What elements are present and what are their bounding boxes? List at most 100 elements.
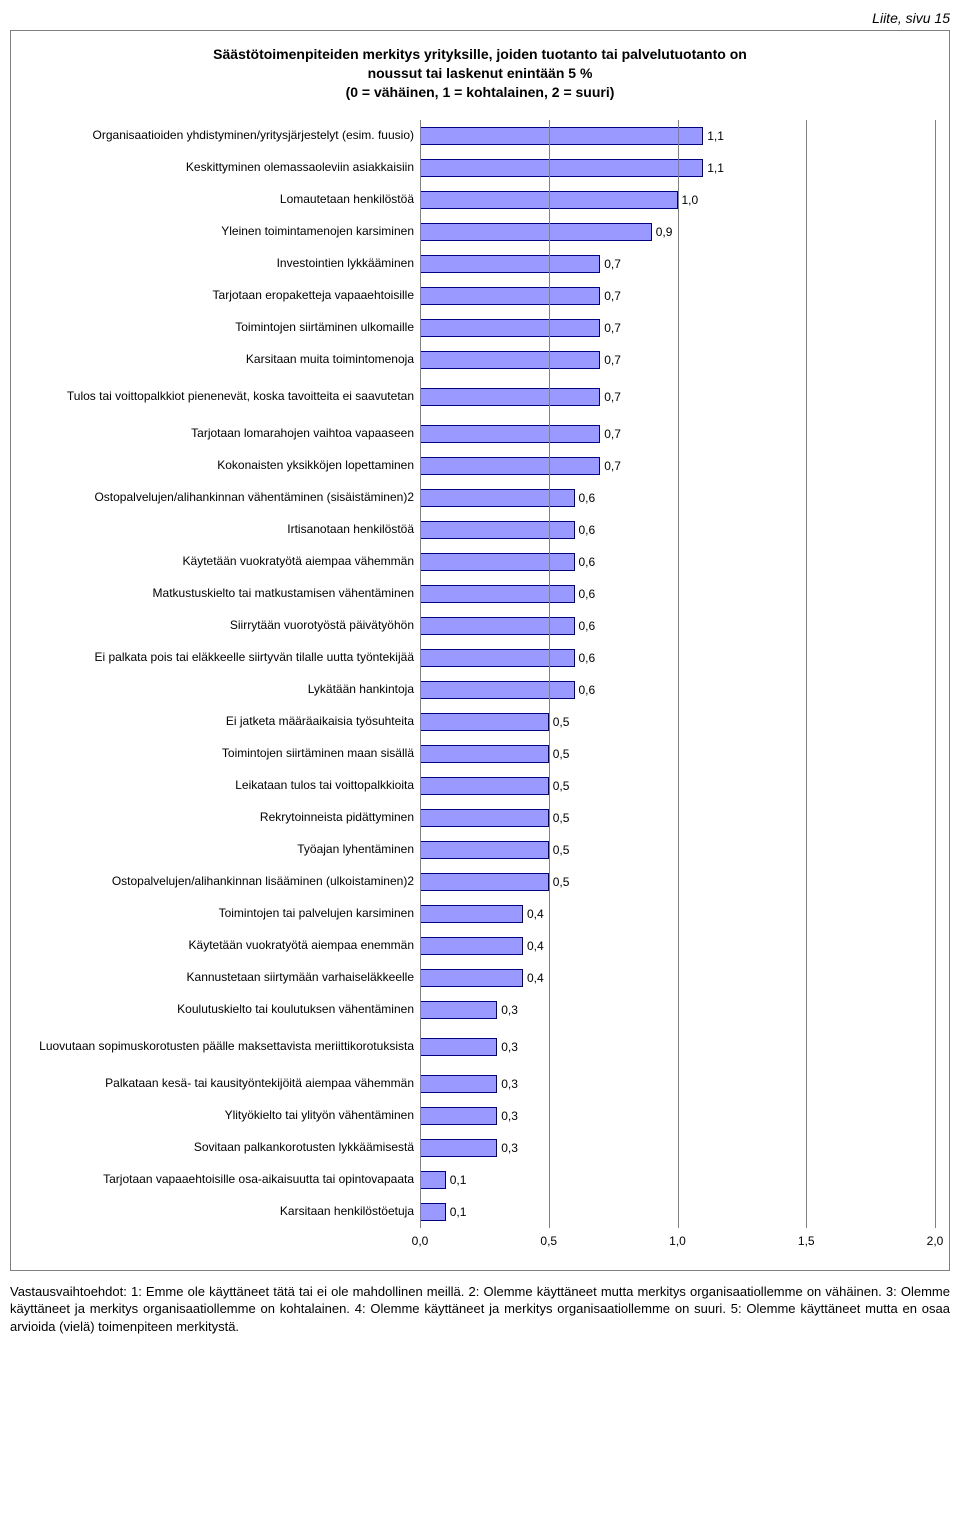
bar (420, 937, 523, 955)
bar (420, 905, 523, 923)
bar (420, 873, 549, 891)
bar-label: Siirrytään vuorotyöstä päivätyöhön (25, 619, 420, 633)
bar-label: Luovutaan sopimuskorotusten päälle makse… (25, 1040, 420, 1054)
bar-row: Irtisanotaan henkilöstöä0,6 (25, 514, 935, 546)
bar (420, 777, 549, 795)
x-ticks: 0,00,51,01,52,0 (420, 1232, 935, 1252)
bar (420, 351, 600, 369)
plot-area: Organisaatioiden yhdistyminen/yritysjärj… (25, 120, 935, 1228)
bar-value: 0,7 (604, 390, 621, 404)
bar-label: Palkataan kesä- tai kausityöntekijöitä a… (25, 1077, 420, 1091)
bar-row: Tulos tai voittopalkkiot pienenevät, kos… (25, 376, 935, 418)
bar-label: Käytetään vuokratyötä aiempaa enemmän (25, 939, 420, 953)
bar-label: Sovitaan palkankorotusten lykkäämisestä (25, 1141, 420, 1155)
bar (420, 521, 575, 539)
bar-plot: 0,6 (420, 482, 935, 514)
bar-value: 0,1 (450, 1173, 467, 1187)
bar-label: Leikataan tulos tai voittopalkkioita (25, 779, 420, 793)
bar-plot: 1,1 (420, 152, 935, 184)
bar-plot: 0,7 (420, 344, 935, 376)
bar (420, 1171, 446, 1189)
bar (420, 223, 652, 241)
x-tick-label: 2,0 (927, 1234, 944, 1248)
bar-plot: 0,5 (420, 770, 935, 802)
bar-label: Kannustetaan siirtymään varhaiseläkkeell… (25, 971, 420, 985)
bar-plot: 0,1 (420, 1196, 935, 1228)
bar-plot: 0,4 (420, 898, 935, 930)
bar-plot: 0,4 (420, 962, 935, 994)
title-line-3: (0 = vähäinen, 1 = kohtalainen, 2 = suur… (346, 84, 615, 100)
bar-row: Ostopalvelujen/alihankinnan lisääminen (… (25, 866, 935, 898)
bar-plot: 0,6 (420, 674, 935, 706)
bars-container: Organisaatioiden yhdistyminen/yritysjärj… (25, 120, 935, 1228)
bar (420, 425, 600, 443)
bar-value: 0,3 (501, 1141, 518, 1155)
bar-row: Ei palkata pois tai eläkkeelle siirtyvän… (25, 642, 935, 674)
bar-value: 0,6 (579, 651, 596, 665)
bar (420, 681, 575, 699)
bar-label: Käytetään vuokratyötä aiempaa vähemmän (25, 555, 420, 569)
bar (420, 1038, 497, 1056)
bar-value: 0,7 (604, 459, 621, 473)
bar-label: Työajan lyhentäminen (25, 843, 420, 857)
bar-plot: 0,6 (420, 514, 935, 546)
bar-value: 0,5 (553, 843, 570, 857)
bar-row: Käytetään vuokratyötä aiempaa enemmän 0,4 (25, 930, 935, 962)
bar-row: Organisaatioiden yhdistyminen/yritysjärj… (25, 120, 935, 152)
bar-value: 0,1 (450, 1205, 467, 1219)
bar-label: Irtisanotaan henkilöstöä (25, 523, 420, 537)
bar-row: Lykätään hankintoja0,6 (25, 674, 935, 706)
bar (420, 255, 600, 273)
bar-value: 0,7 (604, 289, 621, 303)
bar-row: Leikataan tulos tai voittopalkkioita0,5 (25, 770, 935, 802)
bar-value: 0,6 (579, 619, 596, 633)
bar (420, 713, 549, 731)
title-line-2: noussut tai laskenut enintään 5 % (368, 65, 593, 81)
bar (420, 617, 575, 635)
bar (420, 388, 600, 406)
x-tick-label: 1,0 (669, 1234, 686, 1248)
bar-value: 0,4 (527, 939, 544, 953)
bar-label: Rekrytoinneista pidättyminen (25, 811, 420, 825)
bar-plot: 0,6 (420, 546, 935, 578)
x-axis: 0,00,51,01,52,0 (25, 1232, 935, 1252)
bar-plot: 0,3 (420, 1100, 935, 1132)
bar (420, 649, 575, 667)
bar-label: Tarjotaan lomarahojen vaihtoa vapaaseen (25, 427, 420, 441)
bar-label: Tulos tai voittopalkkiot pienenevät, kos… (25, 390, 420, 404)
bar-label: Keskittyminen olemassaoleviin asiakkaisi… (25, 161, 420, 175)
bar-label: Ei palkata pois tai eläkkeelle siirtyvän… (25, 651, 420, 665)
bar-row: Yleinen toimintamenojen karsiminen0,9 (25, 216, 935, 248)
bar-plot: 0,3 (420, 994, 935, 1026)
bar-value: 0,5 (553, 811, 570, 825)
bar-row: Tarjotaan vapaaehtoisille osa-aikaisuutt… (25, 1164, 935, 1196)
bar-row: Toimintojen siirtäminen maan sisällä0,5 (25, 738, 935, 770)
bar-row: Lomautetaan henkilöstöä1,0 (25, 184, 935, 216)
bar-plot: 0,7 (420, 376, 935, 418)
bar (420, 1075, 497, 1093)
bar-label: Investointien lykkääminen (25, 257, 420, 271)
bar-plot: 0,9 (420, 216, 935, 248)
bar-plot: 0,3 (420, 1068, 935, 1100)
bar-row: Toimintojen siirtäminen ulkomaille0,7 (25, 312, 935, 344)
bar (420, 585, 575, 603)
bar-value: 0,4 (527, 907, 544, 921)
bar (420, 127, 703, 145)
bar-label: Karsitaan henkilöstöetuja (25, 1205, 420, 1219)
bar-value: 0,7 (604, 257, 621, 271)
bar-value: 0,7 (604, 321, 621, 335)
bar-row: Tarjotaan eropaketteja vapaaehtoisille0,… (25, 280, 935, 312)
bar-value: 0,3 (501, 1077, 518, 1091)
bar-row: Käytetään vuokratyötä aiempaa vähemmän0,… (25, 546, 935, 578)
bar-plot: 0,5 (420, 834, 935, 866)
bar-value: 0,3 (501, 1109, 518, 1123)
bar-plot: 0,3 (420, 1026, 935, 1068)
bar-row: Ylityökielto tai ylityön vähentäminen0,3 (25, 1100, 935, 1132)
bar-value: 1,1 (707, 161, 724, 175)
bar-row: Ostopalvelujen/alihankinnan vähentäminen… (25, 482, 935, 514)
bar (420, 457, 600, 475)
bar (420, 1107, 497, 1125)
bar-plot: 0,4 (420, 930, 935, 962)
bar (420, 489, 575, 507)
bar-plot: 0,3 (420, 1132, 935, 1164)
